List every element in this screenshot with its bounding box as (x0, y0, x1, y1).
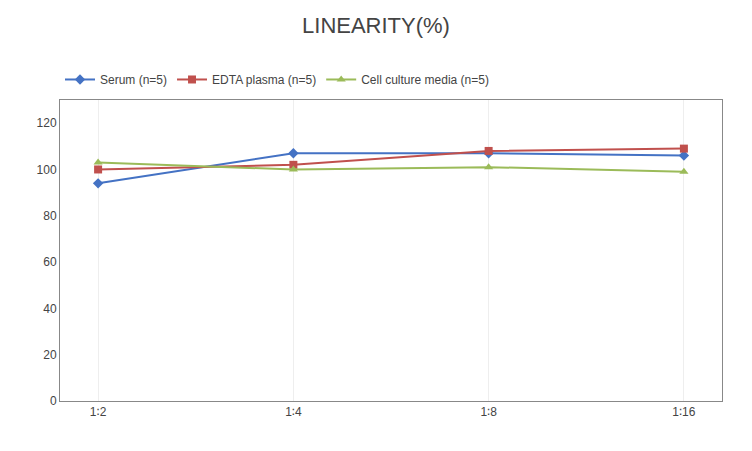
svg-text:20: 20 (43, 348, 57, 362)
svg-text:1∶2: 1∶2 (90, 405, 107, 419)
svg-text:LINEARITY(%): LINEARITY(%) (302, 13, 450, 38)
svg-text:1∶4: 1∶4 (285, 405, 302, 419)
svg-text:1∶16: 1∶16 (672, 405, 695, 419)
svg-text:1∶8: 1∶8 (480, 405, 497, 419)
svg-text:60: 60 (43, 255, 57, 269)
svg-text:EDTA plasma (n=5): EDTA plasma (n=5) (212, 73, 316, 87)
svg-text:100: 100 (37, 163, 57, 177)
svg-text:Serum (n=5): Serum (n=5) (100, 73, 167, 87)
svg-text:0: 0 (50, 394, 57, 408)
svg-text:40: 40 (43, 302, 57, 316)
svg-text:80: 80 (43, 209, 57, 223)
svg-text:120: 120 (37, 116, 57, 130)
svg-text:Cell culture media (n=5): Cell culture media (n=5) (361, 73, 489, 87)
